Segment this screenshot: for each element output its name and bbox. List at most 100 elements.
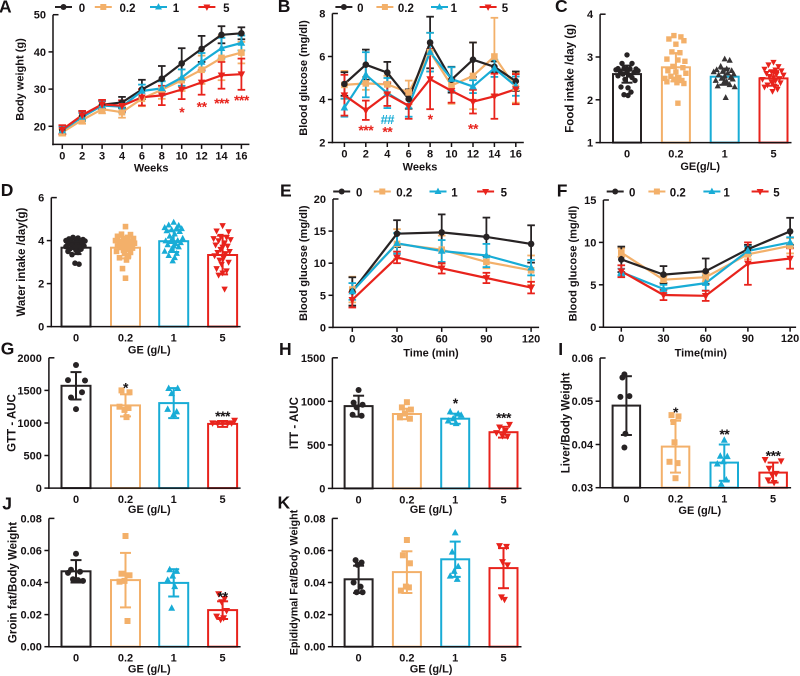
svg-text:0.02: 0.02 xyxy=(304,610,325,622)
svg-text:2000: 2000 xyxy=(17,353,41,365)
svg-text:Blood glucose (mg/dl): Blood glucose (mg/dl) xyxy=(568,206,580,322)
svg-text:Liver/Body Weight: Liver/Body Weight xyxy=(561,372,573,473)
svg-text:0.2: 0.2 xyxy=(399,494,414,506)
svg-text:8: 8 xyxy=(159,150,165,162)
svg-text:0.08: 0.08 xyxy=(304,513,325,525)
svg-text:***: *** xyxy=(496,410,512,426)
svg-text:5: 5 xyxy=(501,188,508,200)
svg-text:1: 1 xyxy=(171,653,177,665)
svg-text:0: 0 xyxy=(73,494,79,506)
svg-text:0.2: 0.2 xyxy=(118,653,133,665)
svg-text:0.06: 0.06 xyxy=(572,353,593,365)
svg-text:1: 1 xyxy=(452,653,458,665)
svg-text:0.2: 0.2 xyxy=(399,653,414,665)
svg-text:0: 0 xyxy=(59,150,65,162)
svg-text:60: 60 xyxy=(700,333,712,345)
svg-text:Food intake /day (g): Food intake /day (g) xyxy=(565,24,577,133)
svg-text:2: 2 xyxy=(363,149,369,161)
svg-text:1: 1 xyxy=(452,494,458,506)
svg-text:0.03: 0.03 xyxy=(572,483,593,495)
svg-text:0.00: 0.00 xyxy=(20,642,41,654)
svg-text:0: 0 xyxy=(356,188,362,200)
svg-text:2: 2 xyxy=(319,138,325,150)
svg-text:1500: 1500 xyxy=(17,385,41,397)
svg-text:50: 50 xyxy=(34,10,46,22)
svg-text:30: 30 xyxy=(34,84,46,96)
svg-text:0: 0 xyxy=(319,483,325,495)
svg-text:4: 4 xyxy=(319,95,326,107)
svg-text:*: * xyxy=(453,395,459,411)
svg-text:0: 0 xyxy=(36,483,42,495)
svg-text:*: * xyxy=(179,104,185,120)
svg-text:D: D xyxy=(1,180,14,200)
svg-text:4: 4 xyxy=(119,150,126,162)
svg-text:2: 2 xyxy=(79,150,85,162)
svg-text:0: 0 xyxy=(590,322,596,334)
svg-text:**: ** xyxy=(468,121,479,137)
svg-text:Epididymal Fat/Body Weight: Epididymal Fat/Body Weight xyxy=(289,509,301,655)
svg-text:0: 0 xyxy=(73,333,79,345)
svg-text:0.2: 0.2 xyxy=(118,333,133,345)
svg-text:0: 0 xyxy=(356,494,362,506)
svg-text:12: 12 xyxy=(467,149,479,161)
svg-text:1: 1 xyxy=(721,494,727,506)
svg-text:5: 5 xyxy=(220,494,226,506)
svg-text:1: 1 xyxy=(451,3,458,15)
svg-text:*: * xyxy=(123,379,129,395)
svg-text:0.2: 0.2 xyxy=(668,494,683,506)
svg-text:***: *** xyxy=(234,92,250,108)
svg-text:I: I xyxy=(558,339,563,359)
svg-text:12: 12 xyxy=(195,150,207,162)
svg-text:16: 16 xyxy=(510,149,522,161)
svg-text:15: 15 xyxy=(584,195,596,207)
svg-text:5: 5 xyxy=(220,653,226,665)
svg-text:0: 0 xyxy=(38,322,44,334)
svg-text:60: 60 xyxy=(436,333,448,345)
svg-text:4: 4 xyxy=(38,236,45,248)
svg-text:0: 0 xyxy=(73,653,79,665)
svg-text:C: C xyxy=(555,0,568,16)
svg-text:6: 6 xyxy=(139,150,145,162)
svg-text:3: 3 xyxy=(99,150,105,162)
svg-text:J: J xyxy=(2,494,12,514)
svg-text:ITT - AUC: ITT - AUC xyxy=(289,397,301,449)
svg-text:5: 5 xyxy=(320,290,326,302)
svg-text:GE (g/L): GE (g/L) xyxy=(678,505,721,517)
svg-text:4: 4 xyxy=(384,149,391,161)
svg-text:5: 5 xyxy=(590,280,596,292)
svg-text:1: 1 xyxy=(173,3,180,15)
svg-text:E: E xyxy=(280,180,292,200)
svg-text:0: 0 xyxy=(623,494,629,506)
svg-text:5: 5 xyxy=(770,494,776,506)
svg-text:5: 5 xyxy=(223,3,230,15)
svg-text:0.2: 0.2 xyxy=(670,188,686,200)
svg-text:0.04: 0.04 xyxy=(572,440,594,452)
svg-text:0.02: 0.02 xyxy=(20,610,41,622)
svg-text:0: 0 xyxy=(624,149,630,161)
svg-text:8: 8 xyxy=(427,149,433,161)
svg-text:0: 0 xyxy=(356,653,362,665)
svg-text:10: 10 xyxy=(445,149,457,161)
svg-text:0: 0 xyxy=(349,333,355,345)
svg-text:***: *** xyxy=(766,448,782,464)
svg-text:0.04: 0.04 xyxy=(20,578,42,590)
svg-text:10: 10 xyxy=(176,150,188,162)
svg-text:B: B xyxy=(278,0,291,16)
svg-text:Blood glucose (mg/dl): Blood glucose (mg/dl) xyxy=(298,205,310,321)
svg-text:Groin fat/Body Weight: Groin fat/Body Weight xyxy=(8,522,20,643)
svg-text:*: * xyxy=(673,404,679,420)
svg-text:0.2: 0.2 xyxy=(120,3,136,15)
svg-text:0: 0 xyxy=(341,149,347,161)
svg-text:14: 14 xyxy=(215,150,228,162)
svg-text:5: 5 xyxy=(500,494,506,506)
svg-text:***: *** xyxy=(358,122,374,138)
svg-text:1000: 1000 xyxy=(301,396,325,408)
svg-text:3: 3 xyxy=(587,52,593,64)
svg-text:1: 1 xyxy=(723,188,730,200)
svg-text:500: 500 xyxy=(24,451,42,463)
svg-text:20: 20 xyxy=(314,194,326,206)
svg-text:0.05: 0.05 xyxy=(572,396,593,408)
svg-text:F: F xyxy=(557,180,568,200)
svg-text:GE (g/L): GE (g/L) xyxy=(128,664,171,676)
svg-text:1: 1 xyxy=(722,149,728,161)
